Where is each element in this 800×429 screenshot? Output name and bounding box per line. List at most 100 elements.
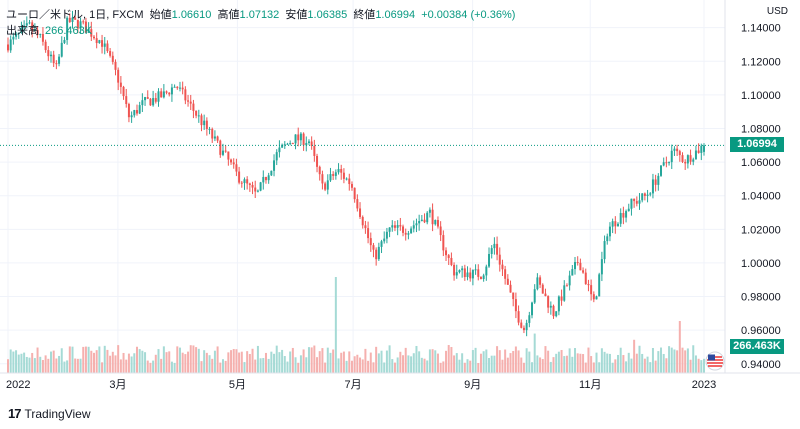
candle-body <box>39 34 42 36</box>
price-tick-label: 1.04000 <box>741 191 781 203</box>
candle-body <box>428 209 431 213</box>
candle-body <box>694 150 697 160</box>
volume-bar <box>205 352 208 373</box>
candle-body <box>23 25 26 28</box>
time-tick-label: 9月 <box>464 379 481 391</box>
price-tick-label: 1.06000 <box>741 157 781 169</box>
volume-bar <box>133 353 136 373</box>
volume-bar <box>200 361 203 373</box>
volume-bar <box>213 350 216 373</box>
candle-body <box>289 143 292 145</box>
volume-bar <box>173 362 176 373</box>
time-axis[interactable]: 2022 3月 5月 7月 9月 11月 2023 <box>6 379 716 391</box>
candle-body <box>281 144 284 148</box>
candle-body <box>176 86 179 89</box>
candle-body <box>375 249 378 260</box>
volume-bar <box>439 362 442 373</box>
volume-bar <box>135 346 138 373</box>
volume-bar <box>25 356 28 373</box>
volume-bar <box>587 347 590 373</box>
time-tick-label: 2023 <box>692 379 716 391</box>
candle-body <box>665 162 668 164</box>
candle-body <box>49 54 52 57</box>
candle-body <box>563 285 566 301</box>
currency-label[interactable]: USD <box>766 6 788 17</box>
candle-body <box>584 272 587 285</box>
volume-bar <box>63 361 66 373</box>
volume-bar <box>544 346 547 373</box>
volume-bar <box>243 362 246 373</box>
tradingview-brand[interactable]: 17 TradingView <box>8 406 91 421</box>
candle-body <box>273 160 276 171</box>
volume-bar <box>670 347 673 373</box>
volume-bar <box>522 362 525 373</box>
volume-bar <box>103 345 106 373</box>
volume-bar <box>372 362 375 373</box>
volume-bar <box>348 351 351 373</box>
volume-bar <box>15 350 18 373</box>
volume-bar <box>681 347 684 373</box>
volume-bar <box>39 356 42 373</box>
volume-bar <box>168 351 171 373</box>
volume-bar <box>60 348 63 373</box>
candle-body <box>25 23 28 26</box>
price-axis[interactable]: 1.14000 1.12000 1.10000 1.08000 1.06000 1.040… <box>741 23 781 371</box>
volume-bar <box>230 350 233 373</box>
symbol-name[interactable]: ユーロ／米ドル, 1日, FXCM <box>6 9 144 21</box>
candle-body <box>689 155 692 162</box>
candle-body <box>168 92 171 95</box>
volume-bar <box>450 346 453 373</box>
candle-body <box>404 232 407 235</box>
volume-label[interactable]: 出来高 <box>6 25 39 37</box>
volume-bar <box>657 351 660 373</box>
candle-body <box>439 226 442 236</box>
volume-bar <box>412 353 415 373</box>
volume-bar <box>240 351 243 373</box>
candle-body <box>455 272 458 276</box>
volume-bar <box>533 333 536 373</box>
candle-body <box>630 198 633 209</box>
last-volume-tag: 266.463K <box>730 339 784 354</box>
candle-body <box>466 272 469 278</box>
volume-bar <box>7 359 9 373</box>
volume-bar <box>47 358 50 373</box>
candle-body <box>243 179 246 184</box>
candle-body <box>146 97 149 99</box>
volume-bar <box>579 353 582 373</box>
volume-bar <box>501 359 504 373</box>
candle-body <box>385 231 388 239</box>
volume-bar <box>141 350 144 373</box>
volume-bar <box>324 362 327 373</box>
volume-bar <box>138 349 141 373</box>
volume-bar <box>41 360 44 373</box>
volume-bar <box>633 339 636 373</box>
candle-body <box>552 305 555 317</box>
candle-body <box>203 120 206 126</box>
candle-body <box>264 176 267 181</box>
candle-body <box>686 155 689 164</box>
candle-body <box>678 151 681 156</box>
volume-bar <box>74 358 77 373</box>
volume-bar <box>329 352 332 373</box>
volume-bar <box>111 351 114 373</box>
volume-bar <box>458 359 461 373</box>
volume-bar <box>380 350 383 373</box>
volume-bar <box>332 349 335 373</box>
volume-bar <box>638 345 641 373</box>
candle-body <box>305 142 308 146</box>
volume-bar <box>418 351 421 373</box>
volume-bar <box>184 354 187 373</box>
candle-body <box>297 134 300 141</box>
candle-body <box>256 190 259 192</box>
candle-body <box>598 274 601 297</box>
volume-bar <box>109 355 112 373</box>
candle-body <box>383 238 386 242</box>
volume-bar <box>264 352 267 373</box>
candle-body <box>17 32 20 34</box>
volume-bar <box>611 362 614 373</box>
volume-bar <box>498 350 501 373</box>
time-tick-label: 7月 <box>345 379 362 391</box>
candle-body <box>60 42 63 57</box>
candle-body <box>536 277 539 290</box>
